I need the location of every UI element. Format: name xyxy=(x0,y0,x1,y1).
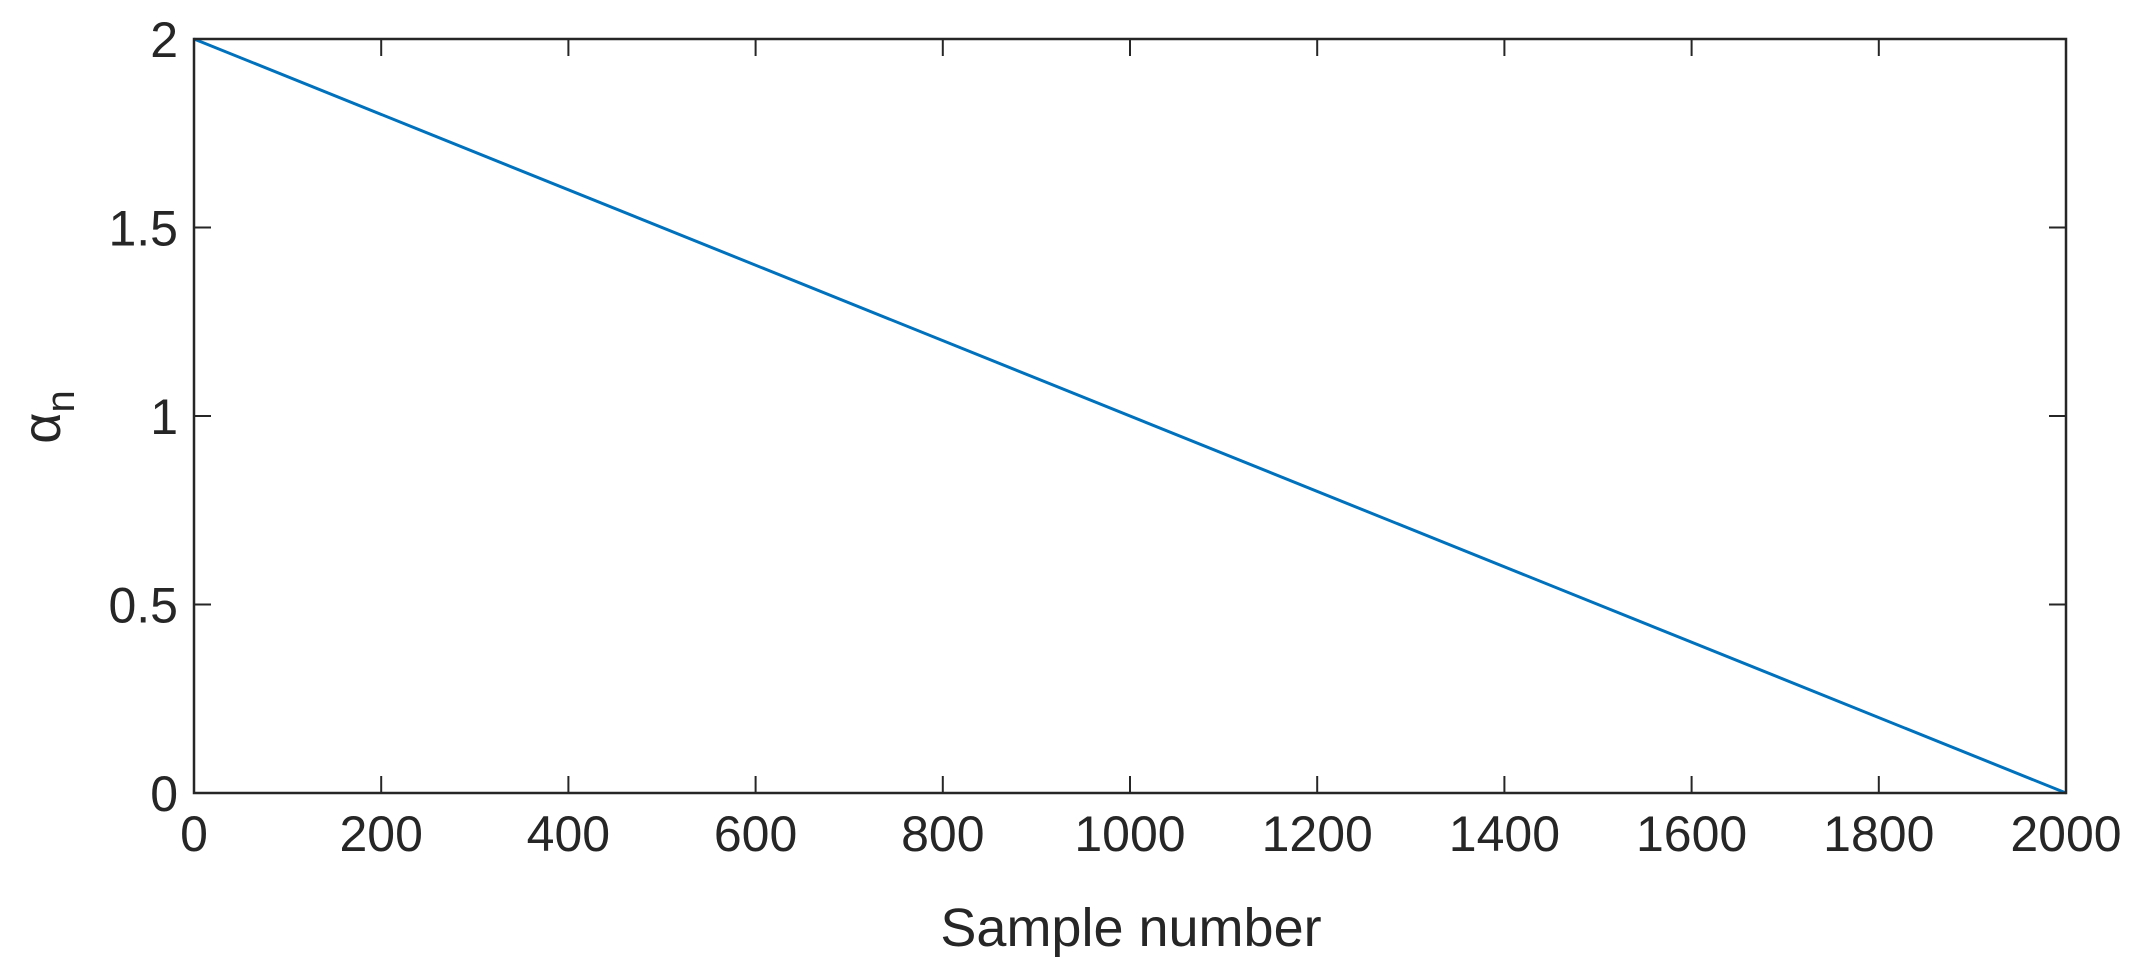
y-axis-label-symbol: α xyxy=(12,413,72,444)
y-tick-label: 1 xyxy=(150,389,178,445)
y-axis-label: αn xyxy=(12,390,83,443)
x-axis-label: Sample number xyxy=(940,898,1321,958)
x-tick-label: 200 xyxy=(339,806,422,862)
x-tick-label: 600 xyxy=(714,806,797,862)
y-axis-label-subscript: n xyxy=(39,390,83,412)
x-tick-label: 1800 xyxy=(1823,806,1934,862)
series-line-0 xyxy=(193,37,2067,795)
x-tick-label: 1600 xyxy=(1636,806,1747,862)
x-tick-label: 0 xyxy=(180,806,208,862)
y-tick-label: 2 xyxy=(150,12,178,68)
y-tick-label: 0.5 xyxy=(108,578,178,634)
x-axis: 0 200 400 600 800 1000 1200 1400 1600 1800 2000 xyxy=(180,39,2122,862)
x-tick-label: 400 xyxy=(527,806,610,862)
y-axis: 0 0.5 1 1.5 2 xyxy=(108,12,2066,822)
y-tick-label: 0 xyxy=(150,766,178,822)
x-tick-label: 800 xyxy=(901,806,984,862)
x-tick-label: 1400 xyxy=(1449,806,1560,862)
x-tick-label: 2000 xyxy=(2010,806,2121,862)
x-tick-label: 1000 xyxy=(1074,806,1185,862)
y-tick-label: 1.5 xyxy=(108,201,178,257)
x-tick-label: 1200 xyxy=(1262,806,1373,862)
